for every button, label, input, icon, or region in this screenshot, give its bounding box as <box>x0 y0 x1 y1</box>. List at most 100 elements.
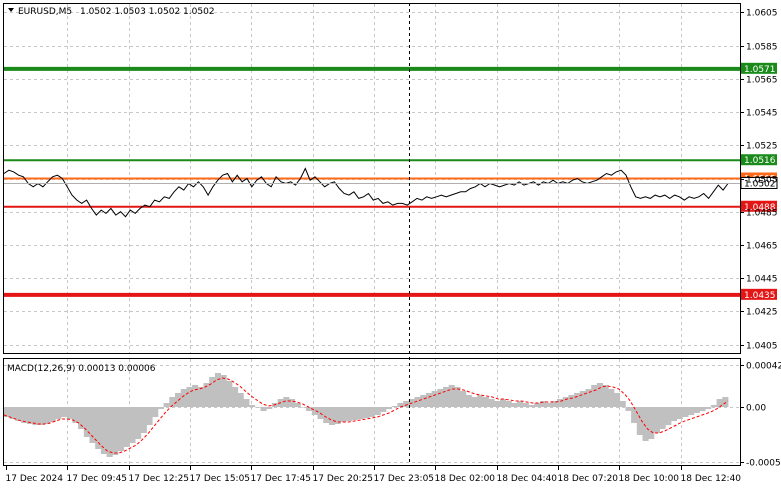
dropdown-triangle-icon[interactable] <box>8 8 14 12</box>
macd-bar <box>608 389 615 407</box>
macd-bar <box>38 407 45 425</box>
macd-bar <box>539 401 546 407</box>
macd-bar <box>488 399 495 407</box>
macd-bar <box>705 407 712 409</box>
macd-bar <box>471 397 478 407</box>
macd-signal-line <box>3 377 729 454</box>
level-label: 1.0435 <box>744 291 776 301</box>
macd-bar <box>237 393 244 407</box>
x-tick-label: 17 Dec 15:05 <box>190 474 251 484</box>
macd-bar <box>21 407 28 423</box>
x-tick-label: 18 Dec 02:00 <box>435 474 496 484</box>
macd-bar <box>574 393 581 407</box>
macd-bar <box>186 387 193 407</box>
macd-bar <box>619 401 626 407</box>
level-badge <box>741 62 777 74</box>
macd-bar <box>653 407 660 433</box>
macd-bar <box>323 407 330 423</box>
macd-bar <box>112 407 119 455</box>
macd-bar <box>363 407 370 418</box>
macd-bar <box>368 407 375 417</box>
macd-bar <box>631 407 638 423</box>
macd-bar <box>214 373 221 407</box>
macd-bar <box>89 407 96 443</box>
current-price-badge <box>740 176 778 189</box>
macd-bar <box>665 407 672 425</box>
macd-bar <box>671 407 678 421</box>
macd-bar <box>659 407 666 429</box>
macd-bar <box>454 387 461 407</box>
macd-bar <box>106 407 113 457</box>
y-tick-label: 1.0545 <box>746 109 778 119</box>
macd-bar <box>636 407 643 435</box>
macd-bar <box>528 405 535 407</box>
macd-bar <box>693 407 700 413</box>
macd-bar <box>197 387 204 407</box>
x-tick-label: 17 Dec 23:05 <box>374 474 435 484</box>
level-label: 1.0516 <box>744 156 776 166</box>
macd-bar <box>511 403 518 407</box>
macd-bar <box>249 405 256 407</box>
macd-title: MACD(12,26,9) 0.00013 0.00006 <box>7 364 156 374</box>
macd-bar <box>169 397 176 407</box>
macd-bar <box>699 407 706 411</box>
macd-bar <box>55 407 62 419</box>
levels-group: 1.0571 1.0516 1.0505 1.0488 1.0435 <box>4 62 777 301</box>
macd-bar <box>374 407 381 415</box>
macd-bar <box>517 401 524 407</box>
macd-bar <box>551 401 558 407</box>
price-series-group: 1.0502 <box>3 167 778 218</box>
macd-bar <box>676 407 683 419</box>
y-tick-label: 1.0505 <box>746 176 778 186</box>
macd-bar <box>146 407 153 425</box>
macd-bar <box>340 407 347 422</box>
macd-histogram-group <box>4 373 729 457</box>
macd-bar <box>123 407 130 447</box>
ohlc-label: 1.0502 1.0503 1.0502 1.0502 <box>80 7 215 17</box>
macd-bar <box>420 395 427 407</box>
y-tick-label: 1.0425 <box>746 308 778 318</box>
macd-bar <box>391 406 398 407</box>
main-y-axis: 1.0605 1.0585 1.0565 1.0545 1.0525 1.0505 1.04… <box>740 9 778 352</box>
macd-bar <box>431 391 438 407</box>
macd-signal-group <box>3 377 729 454</box>
macd-bar <box>386 407 393 409</box>
macd-pane[interactable]: 0.00042 0.00 -0.00055 MACD(12,26,9) 0.0001… <box>3 358 781 469</box>
macd-bar <box>300 407 307 408</box>
macd-bar <box>243 399 250 407</box>
macd-bar <box>66 407 73 419</box>
macd-bar <box>9 407 16 419</box>
macd-y-axis: 0.00042 0.00 -0.00055 <box>740 362 781 469</box>
macd-bar <box>602 385 609 407</box>
macd-bar <box>118 407 125 451</box>
macd-bar <box>260 407 267 411</box>
macd-bar <box>585 389 592 407</box>
x-tick-label: 18 Dec 04:40 <box>497 474 558 484</box>
macd-bar <box>579 391 586 407</box>
macd-bar <box>534 403 541 407</box>
macd-bar <box>226 381 233 407</box>
macd-bar <box>232 387 239 407</box>
macd-bar <box>522 403 529 407</box>
y-tick-label: 1.0525 <box>746 142 778 152</box>
macd-bar <box>397 403 404 407</box>
macd-bar <box>380 407 387 412</box>
macd-bar <box>443 387 450 407</box>
x-tick-label: 17 Dec 20:25 <box>313 474 374 484</box>
macd-bar <box>306 407 313 411</box>
macd-bar <box>129 407 136 443</box>
main-price-pane[interactable]: 1.0571 1.0516 1.0505 1.0488 1.0435 1.0502 1.… <box>3 3 778 354</box>
x-tick-label: 18 Dec 12:40 <box>681 474 742 484</box>
macd-bar <box>557 399 564 407</box>
macd-bar <box>26 407 33 424</box>
macd-bar <box>289 399 296 407</box>
macd-bar <box>545 403 552 407</box>
macd-bar <box>722 397 729 407</box>
y-tick-label: 1.0585 <box>746 43 778 53</box>
macd-bar <box>716 399 723 407</box>
level-badge <box>741 288 777 300</box>
macd-bar <box>614 393 621 407</box>
macd-bar <box>220 375 227 407</box>
level-label: 1.0488 <box>744 203 776 213</box>
